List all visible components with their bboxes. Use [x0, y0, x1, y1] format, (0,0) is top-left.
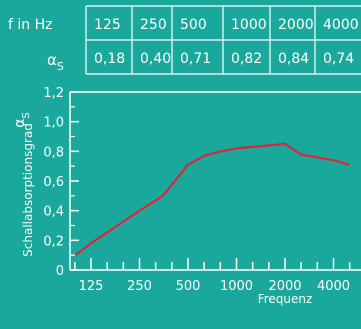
- row-label-absorption-subscript: S: [57, 60, 64, 73]
- x-tick-label: 4000: [317, 279, 350, 294]
- table-cell-absorption: 0,82: [231, 51, 262, 67]
- table-cell-absorption: 0,40: [140, 51, 171, 67]
- y-tick-label: 0: [56, 264, 64, 279]
- y-tick-label: 0,4: [43, 205, 64, 220]
- x-axis-title: Frequenz: [258, 292, 313, 306]
- y-axis-symbol-main: α: [12, 119, 28, 128]
- y-axis-symbol: αS: [12, 112, 32, 128]
- y-axis-symbol-subscript: S: [21, 112, 32, 118]
- y-tick-label: 0,2: [43, 234, 64, 249]
- y-tick-label: 1,2: [43, 86, 64, 101]
- row-label-absorption-symbol: α: [47, 51, 57, 69]
- y-tick-label: 0,6: [43, 175, 64, 190]
- x-tick-label: 125: [79, 279, 104, 294]
- table-cell-absorption: 0,84: [278, 51, 309, 67]
- row-label-absorption: αS: [47, 51, 64, 73]
- absorption-curve: [74, 142, 350, 257]
- table-cell-absorption: 0,18: [94, 51, 125, 67]
- y-tick-label: 1,0: [43, 116, 64, 131]
- table-cell-frequency: 4000: [323, 17, 359, 33]
- table-cell-absorption: 0,74: [323, 51, 354, 67]
- y-tick-label: 0,8: [43, 145, 64, 160]
- x-tick-label: 250: [127, 279, 152, 294]
- plot-area: 0 0,2 0,4 0,6 0,8 1,0 1,2 125 250 500 1000 2000 4000…: [12, 86, 361, 306]
- table-cell-frequency: 500: [180, 17, 207, 33]
- frequency-table: f in Hz αS 125 250 500 1000 2000 4000 0,18 0,40 0,…: [8, 5, 361, 75]
- table-cell-frequency: 1000: [231, 17, 267, 33]
- table-cell-frequency: 2000: [278, 17, 314, 33]
- table-cell-frequency: 250: [140, 17, 167, 33]
- table-cell-absorption: 0,71: [180, 51, 211, 67]
- row-label-frequency: f in Hz: [8, 17, 52, 33]
- x-tick-label: 2000: [268, 279, 301, 294]
- y-axis-title: Schallabsorptionsgrad: [21, 123, 35, 257]
- x-tick-label: 500: [176, 279, 201, 294]
- table-cell-frequency: 125: [94, 17, 121, 33]
- x-tick-label: 1000: [220, 279, 253, 294]
